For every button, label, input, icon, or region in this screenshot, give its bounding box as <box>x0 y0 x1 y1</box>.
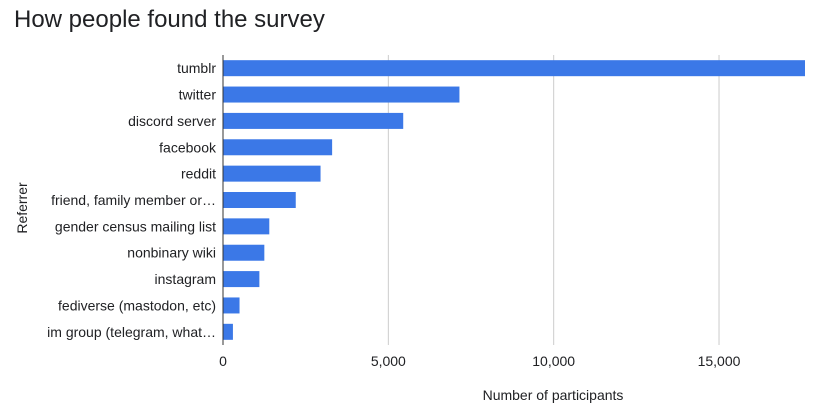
bar <box>223 297 240 314</box>
bar <box>223 244 265 261</box>
category-label: tumblr <box>177 60 216 76</box>
gridlines <box>387 55 720 345</box>
category-label: gender census mailing list <box>55 218 216 234</box>
bar <box>223 192 296 208</box>
category-label: reddit <box>181 166 216 182</box>
category-labels: tumblr twitter discord server facebook reddi… <box>47 60 217 340</box>
bar <box>223 60 805 77</box>
x-tick-label: 5,000 <box>371 353 406 369</box>
category-label: friend, family member or… <box>51 192 216 208</box>
bar <box>223 271 260 288</box>
bar <box>223 86 460 103</box>
chart-title: How people found the survey <box>14 6 325 33</box>
bar <box>223 112 404 129</box>
x-tick-labels: 0 5,000 10,000 15,000 <box>219 353 741 369</box>
category-label: nonbinary wiki <box>127 245 216 261</box>
category-label: fediverse (mastodon, etc) <box>58 297 216 313</box>
category-label: instagram <box>155 271 216 287</box>
category-label: facebook <box>159 139 217 155</box>
x-tick-label: 0 <box>219 353 227 369</box>
x-tick-label: 10,000 <box>532 353 575 369</box>
x-axis-title: Number of participants <box>483 387 624 403</box>
bars <box>223 60 805 340</box>
category-label: twitter <box>179 87 217 103</box>
bar <box>223 165 321 182</box>
bar <box>223 323 233 340</box>
category-label: im group (telegram, what… <box>47 324 216 340</box>
bar <box>223 139 333 156</box>
x-tick-label: 15,000 <box>698 353 741 369</box>
bar <box>223 218 270 235</box>
y-axis-title: Referrer <box>14 182 30 234</box>
category-label: discord server <box>128 113 216 129</box>
